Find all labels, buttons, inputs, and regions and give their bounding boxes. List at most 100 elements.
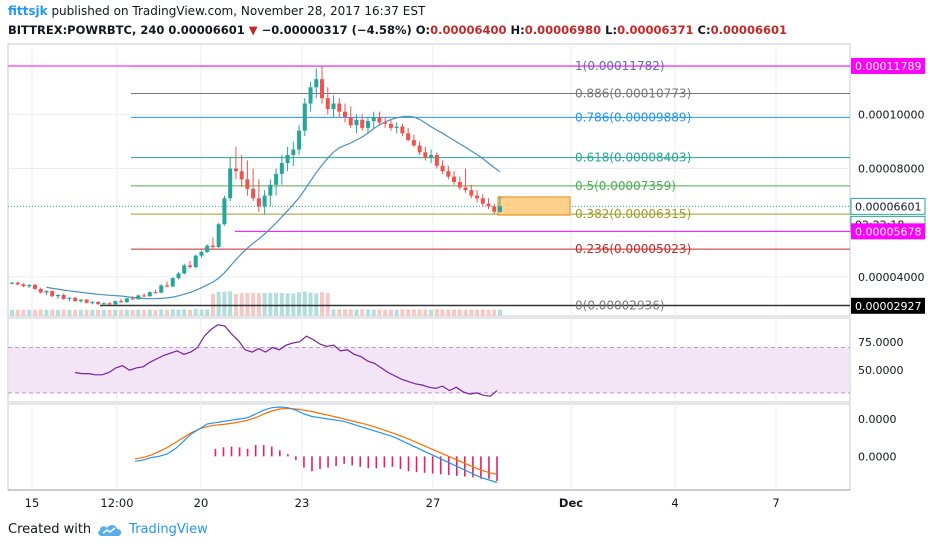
candle-body [440,165,445,172]
low-label: L: [605,23,618,37]
candle [331,95,336,118]
volume-bar [388,309,393,316]
candle-body [159,285,164,293]
candle [176,271,181,280]
candle-body [325,98,330,109]
candle [406,127,411,142]
candle [480,194,485,207]
volume-bar [314,293,319,316]
candle [365,117,370,134]
candle-body [107,303,112,305]
candle [159,284,164,294]
candle-body [475,195,480,199]
volume-bar [486,309,491,316]
price-tick-label: 0.00010000 [858,108,924,121]
candle-body [147,292,152,297]
candle [15,281,20,286]
candle [50,290,55,298]
volume-bar [457,309,462,316]
volume-bar [285,293,290,316]
candle-body [429,154,434,158]
candle [130,296,135,301]
volume-bar [308,292,313,316]
volume-bar [67,309,72,316]
candle-body [337,103,342,112]
volume-bar [44,309,49,316]
candle [210,237,215,249]
candle-body [446,171,451,177]
volume-bar [371,309,376,316]
candle-body [10,282,14,284]
candle-body [262,195,267,207]
candle-body [452,176,457,183]
candle-body [73,297,78,302]
price-label-text: 0.00011789 [855,60,921,73]
volume-bar [119,309,124,316]
volume-bar [27,309,32,316]
candle [492,203,497,215]
x-tick-label: 15 [25,496,40,510]
candle [228,157,233,201]
panel-frame-2 [7,317,851,403]
macd-tick-label: 0.0000 [858,450,897,463]
candle-body [222,198,227,225]
volume-bar [182,309,187,316]
published-text: published on TradingView.com, November 2… [51,4,426,18]
rsi-tick-label: 75.0000 [858,336,904,349]
tradingview-brand[interactable]: TradingView [129,522,208,537]
candle-body [434,154,439,166]
candle-body [417,145,422,153]
candle [320,66,325,104]
created-with-text: Created with [8,522,92,537]
candle-body [457,182,462,188]
candle [302,98,307,137]
candle-body [383,122,388,124]
high-value: 0.00006980 [524,23,602,37]
candle [469,184,474,199]
candle [268,179,273,207]
candle [119,298,124,304]
volume-bar [400,309,405,316]
volume-bar [61,309,66,316]
candle-body [365,121,370,128]
x-tick-label: 23 [295,496,310,510]
candle [113,300,118,305]
candle-body [371,117,376,122]
volume-bar [124,309,129,316]
volume-bar [113,309,118,316]
candle-body [78,299,83,302]
candle [136,294,141,300]
candle [170,277,175,288]
candle [348,106,353,128]
candle-body [486,203,491,207]
candle [38,287,43,294]
candle [245,160,250,196]
candle [475,190,480,203]
volume-bar [331,309,336,316]
fib-level-label: 0.5(0.00007359) [575,179,676,193]
author-name[interactable]: fittsjk [8,4,48,18]
candle [486,198,491,210]
ohlc-line: BITTREX:POWRBTC, 240 0.00006601 ▼ −0.000… [8,23,787,37]
open-label: O: [415,23,431,37]
candle [199,250,204,258]
low-value: 0.00006371 [617,23,694,37]
candle-body [492,206,497,212]
candle-body [291,149,296,155]
volume-bar [216,291,221,316]
volume-bar [394,309,399,316]
volume-bar [187,309,192,316]
candle [147,291,152,297]
candle-body [388,123,393,128]
volume-bar [32,309,37,316]
candle-body [394,126,399,128]
candle [417,141,422,155]
rsi-band [9,347,849,393]
candle-body [21,284,26,287]
candle [400,123,405,137]
volume-bar [377,309,382,316]
candle-body [256,198,261,207]
symbol-label: BITTREX:POWRBTC, 240 [8,23,165,37]
candle-body [216,224,221,247]
